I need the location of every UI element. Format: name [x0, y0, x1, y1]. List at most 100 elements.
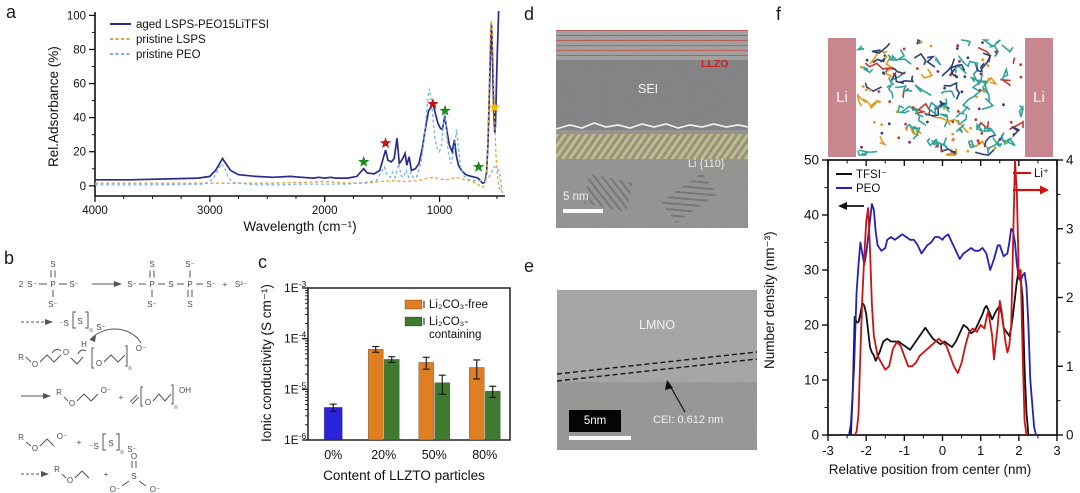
svg-text:-3: -3 [822, 443, 834, 458]
svg-text:S⁻: S⁻ [48, 300, 58, 309]
a-star-0 [358, 155, 370, 167]
d-boundary-line [556, 122, 748, 130]
svg-text:50: 50 [804, 153, 819, 168]
svg-text:0%: 0% [324, 448, 342, 462]
svg-text:n: n [120, 450, 123, 456]
a-x-axis-title: Wavelength (cm⁻¹) [243, 219, 357, 234]
svg-text:+: + [223, 280, 228, 289]
d-sei-label: SEI [638, 82, 659, 96]
e-scalebar-label: 5nm [569, 410, 621, 432]
d-tem-image: LLZO SEI Li {110} 5 nm [556, 30, 748, 228]
b-sulfite-o-left: O⁻ [110, 485, 120, 493]
svg-text:S⁻: S⁻ [27, 280, 37, 289]
a-star-5 [488, 101, 501, 113]
svg-text:O⁻: O⁻ [150, 485, 160, 493]
svg-text:1E-6: 1E-6 [284, 431, 307, 447]
a-axes: 0 20 40 60 80 100 4000 3000 2000 1000 [67, 10, 505, 217]
e-lmno-label: LMNO [639, 318, 676, 332]
d-noise-overlay [556, 30, 748, 228]
svg-text:-1: -1 [899, 443, 911, 458]
svg-text:S: S [131, 472, 136, 481]
f-left-electrode-label: Li [836, 89, 848, 106]
d-llzo-label: LLZO [701, 58, 729, 70]
f-right-electrode: Li [1025, 38, 1053, 157]
svg-text:1E-4: 1E-4 [284, 330, 307, 346]
svg-text:n: n [128, 366, 131, 372]
svg-text:3: 3 [1066, 221, 1074, 236]
svg-text:4: 4 [1066, 153, 1074, 168]
c-bar-chart: 1E-31E-41E-51E-60% 20% 50% 80%Li₂CO₃-freeLi… [284, 279, 511, 462]
f-y-axis-title: Number density (nm⁻³) [762, 231, 777, 369]
b-reaction-6: R O + O S ⁻S O⁻ O⁻ [21, 452, 160, 493]
svg-text:60: 60 [73, 79, 86, 91]
b-reaction-3: R O O H O n O⁻ [18, 328, 146, 372]
svg-text:n: n [174, 405, 177, 411]
svg-text:S⁻: S⁻ [147, 300, 157, 309]
e-cei-label: CEI: 0.612 nm [653, 414, 724, 426]
a-star-1 [379, 137, 392, 148]
panel-a-label: a [6, 2, 17, 22]
svg-text:PEO: PEO [856, 183, 880, 195]
svg-text:P: P [187, 280, 192, 289]
svg-text:S⁻: S⁻ [96, 323, 106, 332]
svg-text:S: S [77, 317, 82, 326]
f-left-electrode: Li [828, 38, 856, 157]
svg-text:aged LSPS-PEO15LiTFSI: aged LSPS-PEO15LiTFSI [136, 19, 269, 31]
a-legend: aged LSPS-PEO15LiTFSI pristine LSPS pristi… [110, 19, 269, 61]
svg-text:2000: 2000 [312, 205, 338, 217]
svg-text:H: H [81, 340, 87, 349]
panel-d-label: d [524, 4, 535, 24]
f-x-axis-title: Relative position from center (nm) [828, 462, 1032, 477]
svg-text:P: P [149, 280, 154, 289]
b-reaction-2: ⁻S S n S⁻ [21, 311, 106, 334]
svg-text:3: 3 [1053, 443, 1060, 458]
svg-text:S⁻: S⁻ [185, 260, 195, 269]
panel-b-label: b [4, 248, 15, 268]
svg-text:OH: OH [179, 386, 191, 395]
f-legend: TFSI⁻ PEO Li⁺ [836, 168, 1049, 210]
a-spectra-chart: 0 20 40 60 80 100 4000 3000 2000 1000 aged LSPS-PE… [67, 10, 505, 217]
a-series-1 [95, 20, 502, 192]
svg-text:Li₂CO₃-free: Li₂CO₃-free [429, 299, 488, 311]
svg-text:Li₂CO₃-: Li₂CO₃- [429, 316, 468, 328]
b-reaction-1: 2 S⁻ P S S⁻ S⁻ S⁻ P S S⁻ S P S⁻ S [19, 260, 247, 309]
svg-text:S⁻: S⁻ [69, 280, 79, 289]
c-axes: 1E-3 1E-4 1E-5 1E-6 [284, 279, 511, 447]
svg-text:O: O [69, 399, 75, 408]
svg-text:O: O [63, 348, 69, 357]
c-bar-0pct [323, 407, 343, 441]
svg-text:P: P [50, 280, 55, 289]
svg-text:R: R [54, 465, 60, 474]
svg-text:pristine PEO: pristine PEO [136, 49, 201, 61]
svg-text:R: R [18, 353, 24, 362]
panel-e-label: e [524, 256, 535, 276]
svg-text:n: n [89, 328, 92, 334]
svg-text:0: 0 [80, 181, 86, 193]
c-x-axis-title: Content of LLZTO particles [323, 468, 485, 483]
c-legend: Li₂CO₃-free Li₂CO₃-containing [404, 299, 488, 341]
svg-text:-2: -2 [860, 443, 872, 458]
panel-f-label: f [776, 4, 782, 24]
svg-text:S⁻: S⁻ [127, 280, 137, 289]
c-bar-cont-3 [484, 390, 501, 441]
svg-text:1000: 1000 [427, 205, 453, 217]
svg-text:O: O [67, 476, 73, 485]
svg-text:30: 30 [804, 263, 819, 278]
svg-text:20: 20 [73, 147, 86, 159]
svg-text:O: O [32, 360, 38, 369]
svg-text:+: + [104, 470, 109, 479]
svg-text:⁻S: ⁻S [89, 442, 99, 451]
a-star-3 [439, 104, 451, 116]
svg-text:100: 100 [67, 10, 86, 22]
svg-text:O⁻: O⁻ [101, 386, 111, 395]
svg-text:80%: 80% [472, 448, 497, 462]
svg-text:1: 1 [1066, 359, 1074, 374]
svg-text:S: S [168, 280, 173, 289]
svg-text:Li⁺: Li⁺ [1034, 168, 1049, 180]
svg-text:R: R [56, 388, 62, 397]
svg-text:50%: 50% [422, 448, 447, 462]
svg-text:S: S [108, 439, 113, 448]
panel-c-label: c [258, 252, 267, 272]
svg-text:S⁻: S⁻ [127, 445, 137, 454]
